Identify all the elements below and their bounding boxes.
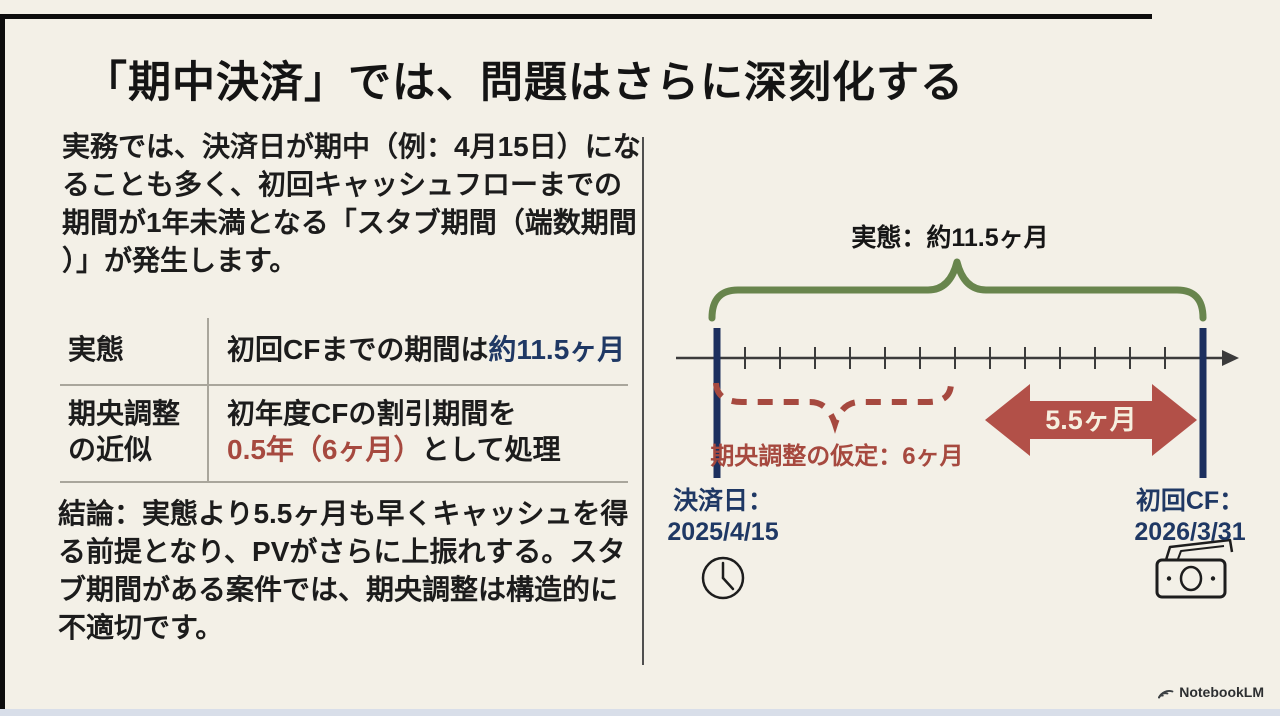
actual-period-label: 実態：約11.5ヶ月	[851, 224, 1049, 252]
axis-arrowhead	[1222, 350, 1239, 366]
assumption-brace	[713, 382, 954, 434]
clock-icon	[701, 556, 745, 600]
table-row-adjustment: 期央調整の近似 初年度CFの割引期間を 0.5年（6ヶ月）として処理	[60, 388, 628, 483]
table-row-actual: 実態 初回CFまでの期間は約11.5ヶ月	[60, 318, 628, 381]
gap-label: 5.5ヶ月	[1045, 405, 1137, 435]
row-actual-highlight: 約11.5ヶ月	[488, 333, 626, 365]
first-cf-date: 2026/3/31	[1134, 518, 1246, 546]
footer-brand: NotebookLM	[1157, 684, 1264, 700]
intro-seg1: 実務では、決済日が期中（例：4月15日）になることも多く、初回キャッシュフローま…	[62, 131, 641, 238]
intro-paragraph: 実務では、決済日が期中（例：4月15日）になることも多く、初回キャッシュフローま…	[62, 128, 642, 280]
first-cf-marker	[1199, 328, 1207, 478]
column-divider	[642, 137, 644, 665]
first-cf-date-label: 初回CF： 2026/3/31	[1112, 486, 1268, 548]
frame-bottom-strip	[0, 709, 1280, 716]
first-cf-title: 初回CF：	[1135, 487, 1245, 515]
gap-arrow	[985, 384, 1197, 456]
table-row-divider	[60, 384, 628, 386]
footer-brand-text: NotebookLM	[1179, 684, 1264, 700]
notebooklm-logo-icon	[1158, 689, 1174, 698]
timeline-axis	[676, 347, 1239, 369]
row-adjustment-line1: 初年度CFの割引期間を	[227, 398, 517, 429]
row-actual-content: 初回CFまでの期間は約11.5ヶ月	[207, 332, 628, 368]
slide-title: 「期中決済」では、問題はさらに深刻化する	[84, 59, 964, 107]
assumption-label: 期央調整の仮定：6ヶ月	[710, 443, 964, 470]
row-adjustment-suffix: として処理	[421, 434, 561, 465]
intro-stub-term: 「スタブ期間（端数期間）」	[62, 207, 637, 276]
row-adjustment-highlight: 0.5年（6ヶ月）	[227, 434, 422, 465]
conclusion-paragraph: 結論：実態より5.5ヶ月も早くキャッシュを得る前提となり、PVがさらに上振れする…	[58, 498, 629, 643]
settlement-date: 2025/4/15	[667, 518, 779, 546]
row-adjustment-label: 期央調整の近似	[68, 398, 181, 465]
row-adjustment-line2: 0.5年（6ヶ月）として処理	[227, 432, 628, 468]
settlement-marker	[713, 328, 721, 478]
banknote-icon	[1155, 538, 1234, 599]
comparison-table: 実態 初回CFまでの期間は約11.5ヶ月 期央調整の近似 初年度CFの割引期間を…	[60, 318, 628, 483]
frame-top-strip	[0, 14, 1152, 19]
actual-period-brace	[708, 258, 1207, 322]
row-actual-text: 初回CFまでの期間は	[227, 333, 489, 365]
row-adjustment-content: 初年度CFの割引期間を 0.5年（6ヶ月）として処理	[207, 388, 628, 483]
row-actual-label: 実態	[68, 333, 125, 365]
settlement-date-label: 決済日： 2025/4/15	[645, 486, 801, 548]
table-column-divider	[207, 318, 209, 483]
settlement-title: 決済日：	[672, 487, 773, 515]
table-bottom-divider	[60, 481, 628, 483]
axis-ticks	[744, 347, 1166, 369]
intro-seg3: が発生します。	[104, 245, 298, 276]
frame-left-strip	[0, 14, 5, 709]
